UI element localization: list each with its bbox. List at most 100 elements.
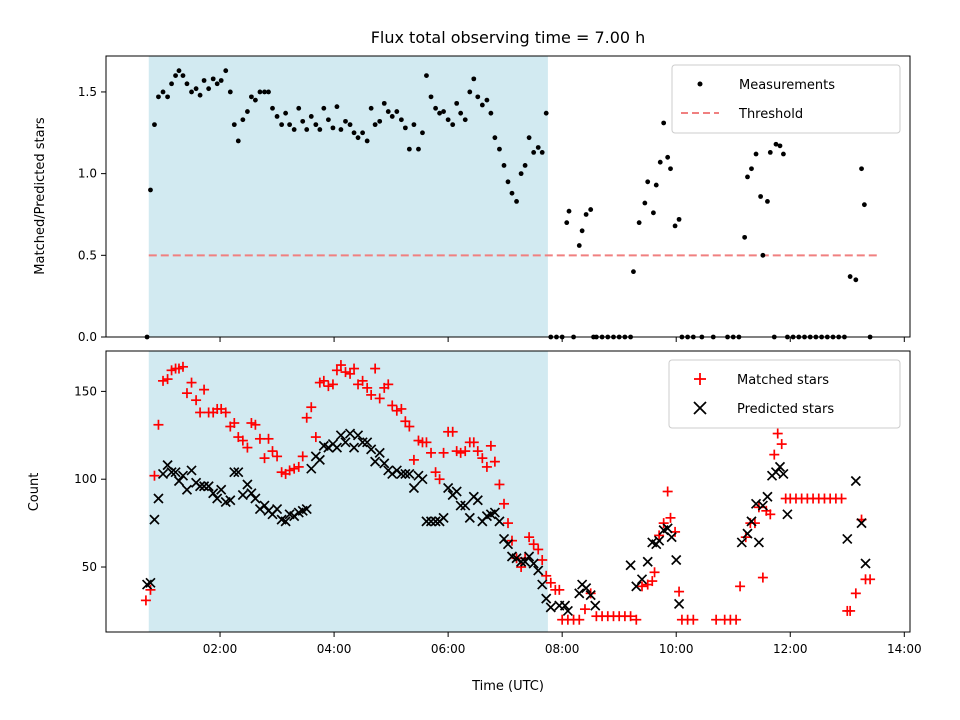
measurement-point: [156, 94, 161, 100]
matched-star-point: [654, 530, 665, 541]
measurement-point: [579, 228, 585, 234]
predicted-star-point: [757, 500, 768, 511]
matched-star-point: [574, 614, 585, 625]
predicted-star-point: [850, 475, 861, 487]
legend-measurements-marker: [697, 81, 703, 87]
top-y-ticks: 0.0 0.5 1.0 1.5: [78, 85, 106, 344]
measurement-point: [672, 223, 678, 229]
predicted-star-point: [774, 461, 786, 473]
matched-star-point: [524, 532, 535, 543]
measurement-point: [781, 151, 786, 157]
predicted-star-point: [742, 528, 753, 539]
predicted-star-point: [366, 444, 377, 455]
predicted-star-point: [181, 484, 193, 495]
measurement-point: [758, 194, 764, 199]
measurement-point: [501, 163, 507, 168]
matched-star-point: [301, 412, 312, 423]
predicted-star-point: [225, 495, 236, 506]
matched-star-point: [229, 418, 240, 429]
matched-star-point: [323, 381, 334, 392]
measurement-point: [184, 81, 190, 87]
predicted-star-point: [145, 577, 156, 588]
matched-star-point: [845, 605, 856, 616]
x-tick-label: 02:00: [203, 642, 238, 656]
predicted-star-point: [528, 558, 539, 569]
predicted-star-point: [438, 512, 449, 523]
matched-star-point: [408, 454, 419, 465]
measurement-point: [760, 252, 766, 258]
predicted-star-point: [464, 512, 475, 523]
predicted-star-point: [494, 516, 505, 527]
matched-star-point: [537, 554, 548, 565]
matched-star-point: [477, 453, 488, 464]
matched-star-point: [335, 360, 346, 371]
predicted-star-point: [502, 539, 514, 550]
measurement-point: [257, 89, 263, 95]
legend-measurements-label: Measurements: [739, 78, 835, 93]
predicted-star-point: [666, 532, 677, 543]
predicted-star-point: [472, 495, 483, 506]
matched-star-point: [391, 405, 402, 416]
measurement-point: [642, 200, 648, 206]
matched-star-point: [528, 539, 539, 550]
predicted-star-point: [537, 579, 548, 590]
predicted-star-point: [357, 437, 368, 448]
matched-star-point: [460, 446, 471, 457]
measurement-point: [467, 89, 473, 95]
predicted-star-point: [250, 493, 261, 504]
measurement-point: [767, 149, 773, 155]
matched-star-point: [765, 509, 776, 520]
measurement-point: [343, 118, 348, 124]
matched-star-point: [396, 403, 407, 414]
measurement-point: [665, 154, 671, 160]
measurement-points: [144, 68, 873, 340]
matched-star-point: [637, 581, 647, 592]
matched-star-point: [503, 518, 513, 529]
predicted-star-point: [585, 590, 596, 601]
measurement-point: [300, 118, 306, 124]
predicted-star-point: [778, 468, 789, 480]
matched-star-point: [865, 574, 876, 585]
predicted-star-point: [533, 565, 544, 576]
predicted-star-point: [173, 475, 185, 487]
predicted-star-point: [400, 468, 411, 480]
predicted-star-point: [344, 428, 356, 439]
legend-threshold-label: Threshold: [738, 107, 803, 122]
matched-star-point: [740, 532, 751, 543]
predicted-star-point: [170, 467, 181, 478]
top-legend: Measurements Threshold: [671, 64, 901, 134]
measurement-point: [428, 94, 434, 100]
predicted-star-point: [625, 560, 636, 571]
matched-star-point: [220, 407, 231, 418]
measurement-point: [279, 122, 285, 128]
matched-star-point: [191, 395, 202, 406]
matched-star-point: [366, 389, 377, 400]
measurement-point: [317, 127, 323, 132]
matched-stars-points: [140, 360, 876, 625]
predicted-star-point: [673, 598, 685, 610]
predicted-star-point: [246, 488, 257, 499]
predicted-star-point: [590, 600, 601, 611]
predicted-star-point: [340, 437, 351, 448]
measurement-point: [526, 135, 532, 141]
matched-star-point: [195, 407, 206, 418]
matched-star-point: [162, 374, 173, 385]
matched-star-point: [242, 442, 253, 453]
matched-star-point: [387, 400, 398, 411]
matched-star-point: [749, 518, 760, 529]
measurement-point: [347, 122, 353, 128]
predicted-star-point: [233, 467, 244, 478]
matched-star-point: [625, 611, 636, 622]
matched-star-point: [731, 614, 742, 625]
measurement-point: [176, 68, 182, 74]
predicted-star-point: [198, 481, 210, 492]
matched-star-point: [140, 595, 151, 606]
measurement-point: [651, 210, 656, 216]
matched-star-point: [383, 379, 394, 390]
matched-star-point: [481, 461, 492, 472]
x-tick-label: 08:00: [545, 642, 580, 656]
predicted-star-point: [671, 554, 682, 566]
matched-star-point: [426, 447, 437, 458]
matched-star-point: [374, 393, 385, 404]
measurement-point: [165, 94, 170, 100]
